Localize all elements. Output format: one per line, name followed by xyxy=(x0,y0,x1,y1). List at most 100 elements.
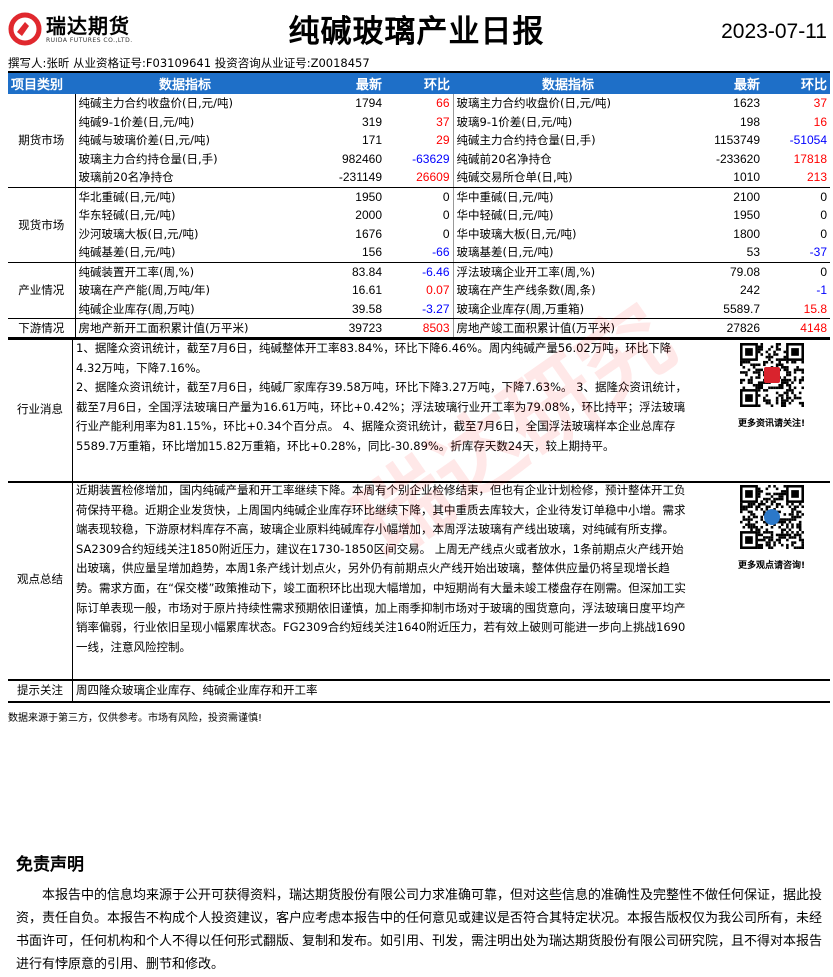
col-change-right: 环比 xyxy=(763,71,830,94)
latest-left: 2000 xyxy=(355,208,382,223)
col-category: 项目类别 xyxy=(8,71,75,94)
change-right: 17818 xyxy=(793,151,827,166)
indicator-left: 沙河玻璃大板(日,元/吨) xyxy=(78,226,199,241)
news-label: 行业消息 xyxy=(8,339,73,481)
latest-right: 1623 xyxy=(733,96,760,111)
change-left: 66 xyxy=(385,94,454,113)
table-row: 纯碱基差(日,元/吨) 156 -66 玻璃基差(日,元/吨) 53 -37 xyxy=(8,243,830,263)
category-cell: 下游情况 xyxy=(8,318,76,340)
table-row: 纯碱企业库存(周,万吨) 39.58 -3.27 玻璃企业库存(周,万重箱) 5589.… xyxy=(8,299,830,319)
col-change-left: 环比 xyxy=(385,71,453,94)
col-indicator-left: 数据指标 xyxy=(75,71,295,94)
news-section: 行业消息 1、据隆众资讯统计，截至7月6日，纯碱整体开工率83.84%，环比下降… xyxy=(8,337,830,483)
indicator-left: 华东轻碱(日,元/吨) xyxy=(78,208,176,223)
table-row: 现货市场 华北重碱(日,元/吨) 1950 0 华中重碱(日,元/吨) 2100 0 xyxy=(8,187,830,263)
view-qr-caption: 更多观点请咨询! xyxy=(737,561,806,571)
latest-left: 982460 xyxy=(341,151,382,166)
latest-right: 27826 xyxy=(683,318,763,340)
table-row: 玻璃主力合约持仓量(日,手) 982460 -63629 纯碱前20名净持仓 -2336… xyxy=(8,149,830,168)
indicator-right: 华中轻碱(日,元/吨) xyxy=(456,208,554,223)
col-latest-right: 最新 xyxy=(683,71,763,94)
latest-right: 1153749 xyxy=(714,133,760,148)
change-right: -37 xyxy=(763,243,830,263)
latest-left: 171 xyxy=(361,133,382,148)
company-logo: 瑞达期货 RUIDA FUTURES CO.,LTD. xyxy=(8,12,133,46)
indicator-right: 纯碱交易所仓单(日,吨) xyxy=(453,168,683,188)
change-left: 8503 xyxy=(385,318,454,340)
change-right: 0 xyxy=(820,226,827,241)
tips-label: 提示关注 xyxy=(8,681,73,701)
logo-en: RUIDA FUTURES CO.,LTD. xyxy=(46,36,133,44)
table-row: 期货市场 纯碱主力合约收盘价(日,元/吨) 1794 66 玻璃主力合约收盘价(日,元/… xyxy=(8,94,830,188)
change-right: 15.8 xyxy=(763,299,830,319)
indicator-right: 玻璃企业库存(周,万重箱) xyxy=(453,299,683,319)
indicator-left: 房地产新开工面积累计值(万平米) xyxy=(75,318,295,340)
table-row: 产业情况 纯碱装置开工率(周,%) 83.84 -6.46 浮法玻璃企业开工率(周,%)… xyxy=(8,262,830,319)
latest-right: 1010 xyxy=(683,168,763,188)
change-right: -51054 xyxy=(789,133,827,148)
news-paragraph: 1、据隆众资讯统计，截至7月6日，纯碱整体开工率83.84%，环比下降6.46%… xyxy=(76,341,672,375)
view-text: 近期装置检修增加，国内纯碱产量和开工率继续下降。本周有个别企业检修结束，但也有企… xyxy=(76,483,686,654)
table-row: 纯碱与玻璃价差(日,元/吨) 171 29 纯碱主力合约持仓量(日,手) 1153749… xyxy=(8,131,830,150)
latest-right: 198 xyxy=(739,114,760,129)
latest-right: 53 xyxy=(683,243,763,263)
view-label: 观点总结 xyxy=(8,481,73,679)
indicator-left: 纯碱主力合约收盘价(日,元/吨) xyxy=(78,96,234,111)
indicator-left: 玻璃前20名净持仓 xyxy=(75,168,295,188)
page-title: 纯碱玻璃产业日报 xyxy=(288,14,545,50)
change-right: -1 xyxy=(816,283,827,298)
change-left: 0.07 xyxy=(385,281,454,300)
indicator-left: 华北重碱(日,元/吨) xyxy=(78,189,176,204)
disclaimer-title: 免责声明 xyxy=(16,855,84,875)
view-qr: 更多观点请咨询! xyxy=(693,481,830,679)
source-note: 数据来源于第三方，仅供参考。市场有风险，投资需谨慎! xyxy=(8,713,263,724)
table-row: 玻璃前20名净持仓 -231149 26609 纯碱交易所仓单(日,吨) 1010 213 xyxy=(8,168,830,188)
table-row: 下游情况 房地产新开工面积累计值(万平米) 39723 8503 房地产竣工面积累计值(… xyxy=(8,318,830,340)
indicator-right: 玻璃主力合约收盘价(日,元/吨) xyxy=(456,96,612,111)
table-row: 玻璃在产产能(周,万吨/年) 16.61 0.07 玻璃在产生产线条数(周,条) 242… xyxy=(8,281,830,300)
latest-right: 5589.7 xyxy=(683,299,763,319)
indicator-left: 纯碱装置开工率(周,%) xyxy=(78,264,195,279)
table-row: 华东轻碱(日,元/吨) 2000 0 华中轻碱(日,元/吨) 1950 0 xyxy=(8,206,830,225)
report-date: 2023-07-11 xyxy=(721,20,827,43)
change-left: 26609 xyxy=(385,168,454,188)
change-right: 16 xyxy=(813,114,827,129)
change-right: 0 xyxy=(820,208,827,223)
disclaimer-text: 本报告中的信息均来源于公开可获得资料，瑞达期货股份有限公司力求准确可靠，但对这些… xyxy=(16,888,823,972)
indicator-right: 纯碱主力合约持仓量(日,手) xyxy=(456,133,596,148)
latest-left: 319 xyxy=(361,114,382,129)
latest-right: 2100 xyxy=(733,189,760,204)
table-header: 项目类别 数据指标 最新 环比 数据指标 最新 环比 xyxy=(8,71,830,94)
indicator-right: 华中玻璃大板(日,元/吨) xyxy=(456,226,577,241)
indicator-left: 纯碱基差(日,元/吨) xyxy=(75,243,295,263)
logo-name: 瑞达期货 xyxy=(46,13,130,38)
change-left: -3.27 xyxy=(385,299,454,319)
latest-left: 156 xyxy=(295,243,385,263)
author-line: 撰写人:张昕 从业资格证号:F03109641 投资咨询从业证号:Z001845… xyxy=(8,56,370,70)
qr-code-icon xyxy=(739,485,804,549)
latest-right: 1950 xyxy=(733,208,760,223)
news-qr-caption: 更多资讯请关注! xyxy=(737,419,806,429)
change-right: 4148 xyxy=(763,318,830,340)
indicator-right: 华中重碱(日,元/吨) xyxy=(456,189,554,204)
change-left: -66 xyxy=(385,243,454,263)
latest-left: 1950 xyxy=(355,189,382,204)
category-cell: 现货市场 xyxy=(8,187,76,263)
latest-left: 16.61 xyxy=(351,283,382,298)
latest-right: 79.08 xyxy=(729,264,760,279)
ruida-logo-icon xyxy=(8,12,42,46)
data-table: 项目类别 数据指标 最新 环比 数据指标 最新 环比 期货市场 纯碱主力合约收盘价… xyxy=(8,71,830,340)
indicator-left: 纯碱企业库存(周,万吨) xyxy=(75,299,295,319)
category-cell: 期货市场 xyxy=(8,94,76,188)
indicator-right: 玻璃基差(日,元/吨) xyxy=(453,243,683,263)
indicator-left: 纯碱与玻璃价差(日,元/吨) xyxy=(78,133,211,148)
latest-left: -231149 xyxy=(295,168,385,188)
news-paragraph: 2、据隆众资讯统计，截至7月6日，纯碱厂家库存39.58万吨，环比下降3.27万… xyxy=(76,380,687,453)
latest-left: 39723 xyxy=(295,318,385,340)
change-left: -63629 xyxy=(385,149,454,168)
change-left: 0 xyxy=(385,206,454,225)
indicator-right: 浮法玻璃企业开工率(周,%) xyxy=(456,264,596,279)
latest-right: 242 xyxy=(739,283,760,298)
col-indicator-right: 数据指标 xyxy=(453,71,683,94)
